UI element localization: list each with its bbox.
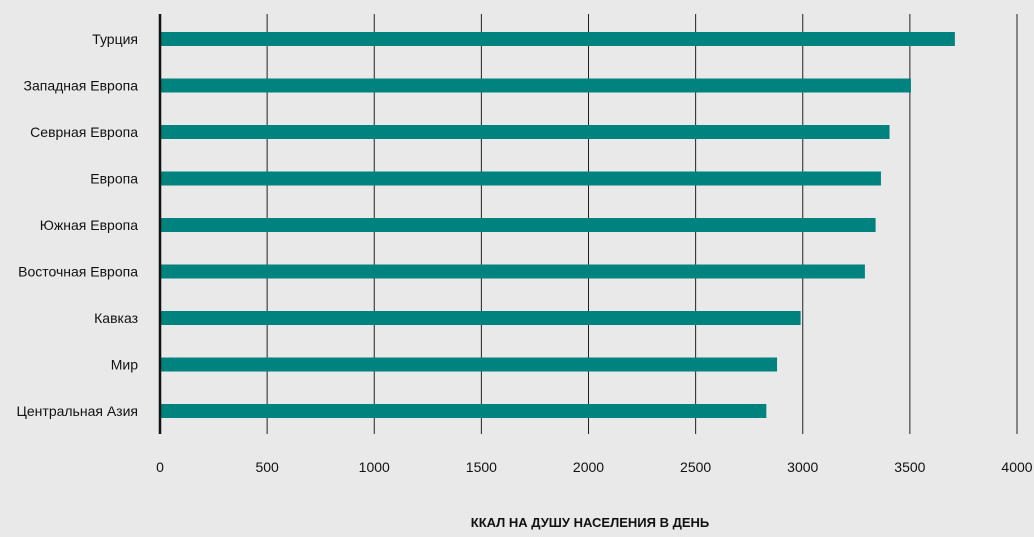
bar: [160, 404, 767, 418]
category-label: Турция: [92, 31, 138, 47]
bar: [160, 218, 876, 232]
category-label: Севрная Европа: [30, 124, 138, 140]
x-axis-title: ККАЛ НА ДУШУ НАСЕЛЕНИЯ В ДЕНЬ: [471, 515, 709, 530]
category-labels: Турция Западная Европа Севрная Европа Европ…: [17, 31, 139, 419]
x-tick-labels: 0 500 1000 1500 2000 2500 3000 3500 4000: [156, 459, 1033, 475]
bar: [160, 125, 890, 139]
x-tick-label: 3000: [787, 459, 818, 475]
x-tick-label: 1000: [359, 459, 390, 475]
bars: [160, 32, 955, 418]
category-label: Центральная Азия: [17, 403, 138, 419]
bar: [160, 32, 955, 46]
x-tick-label: 1500: [466, 459, 497, 475]
x-tick-label: 500: [255, 459, 279, 475]
bar: [160, 171, 881, 186]
x-tick-label: 0: [156, 459, 164, 475]
bar: [160, 264, 865, 279]
bar: [160, 311, 801, 325]
x-tick-label: 3500: [894, 459, 925, 475]
category-label: Мир: [111, 357, 138, 373]
x-tick-label: 2000: [573, 459, 604, 475]
category-label: Европа: [90, 171, 138, 187]
category-label: Западная Европа: [24, 78, 139, 94]
x-tick-label: 2500: [680, 459, 711, 475]
bar: [160, 357, 778, 372]
bar: [160, 78, 911, 93]
category-label: Южная Европа: [40, 217, 138, 233]
x-tick-label: 4000: [1001, 459, 1032, 475]
category-label: Кавказ: [94, 310, 138, 326]
category-label: Восточная Европа: [18, 264, 138, 280]
